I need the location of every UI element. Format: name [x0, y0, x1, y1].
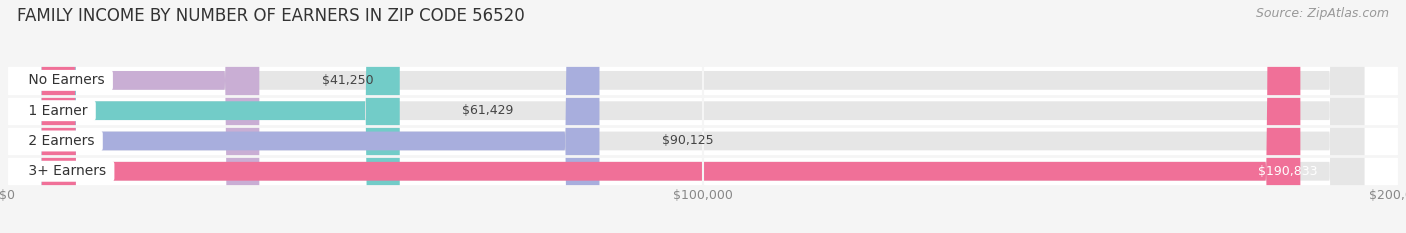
- Text: $41,250: $41,250: [322, 74, 374, 87]
- Text: 1 Earner: 1 Earner: [24, 104, 93, 118]
- Text: $61,429: $61,429: [463, 104, 513, 117]
- FancyBboxPatch shape: [42, 0, 1301, 233]
- FancyBboxPatch shape: [42, 0, 1364, 233]
- Text: 2 Earners: 2 Earners: [24, 134, 100, 148]
- FancyBboxPatch shape: [7, 65, 1399, 96]
- Text: Source: ZipAtlas.com: Source: ZipAtlas.com: [1256, 7, 1389, 20]
- FancyBboxPatch shape: [42, 0, 599, 233]
- Text: FAMILY INCOME BY NUMBER OF EARNERS IN ZIP CODE 56520: FAMILY INCOME BY NUMBER OF EARNERS IN ZI…: [17, 7, 524, 25]
- FancyBboxPatch shape: [42, 0, 259, 233]
- Text: 3+ Earners: 3+ Earners: [24, 164, 111, 178]
- FancyBboxPatch shape: [7, 96, 1399, 126]
- FancyBboxPatch shape: [42, 0, 1364, 233]
- FancyBboxPatch shape: [7, 156, 1399, 186]
- FancyBboxPatch shape: [42, 0, 399, 233]
- Text: No Earners: No Earners: [24, 73, 110, 87]
- Text: $90,125: $90,125: [662, 134, 714, 147]
- FancyBboxPatch shape: [42, 0, 1364, 233]
- FancyBboxPatch shape: [42, 0, 1364, 233]
- FancyBboxPatch shape: [7, 126, 1399, 156]
- Text: $190,833: $190,833: [1258, 165, 1317, 178]
